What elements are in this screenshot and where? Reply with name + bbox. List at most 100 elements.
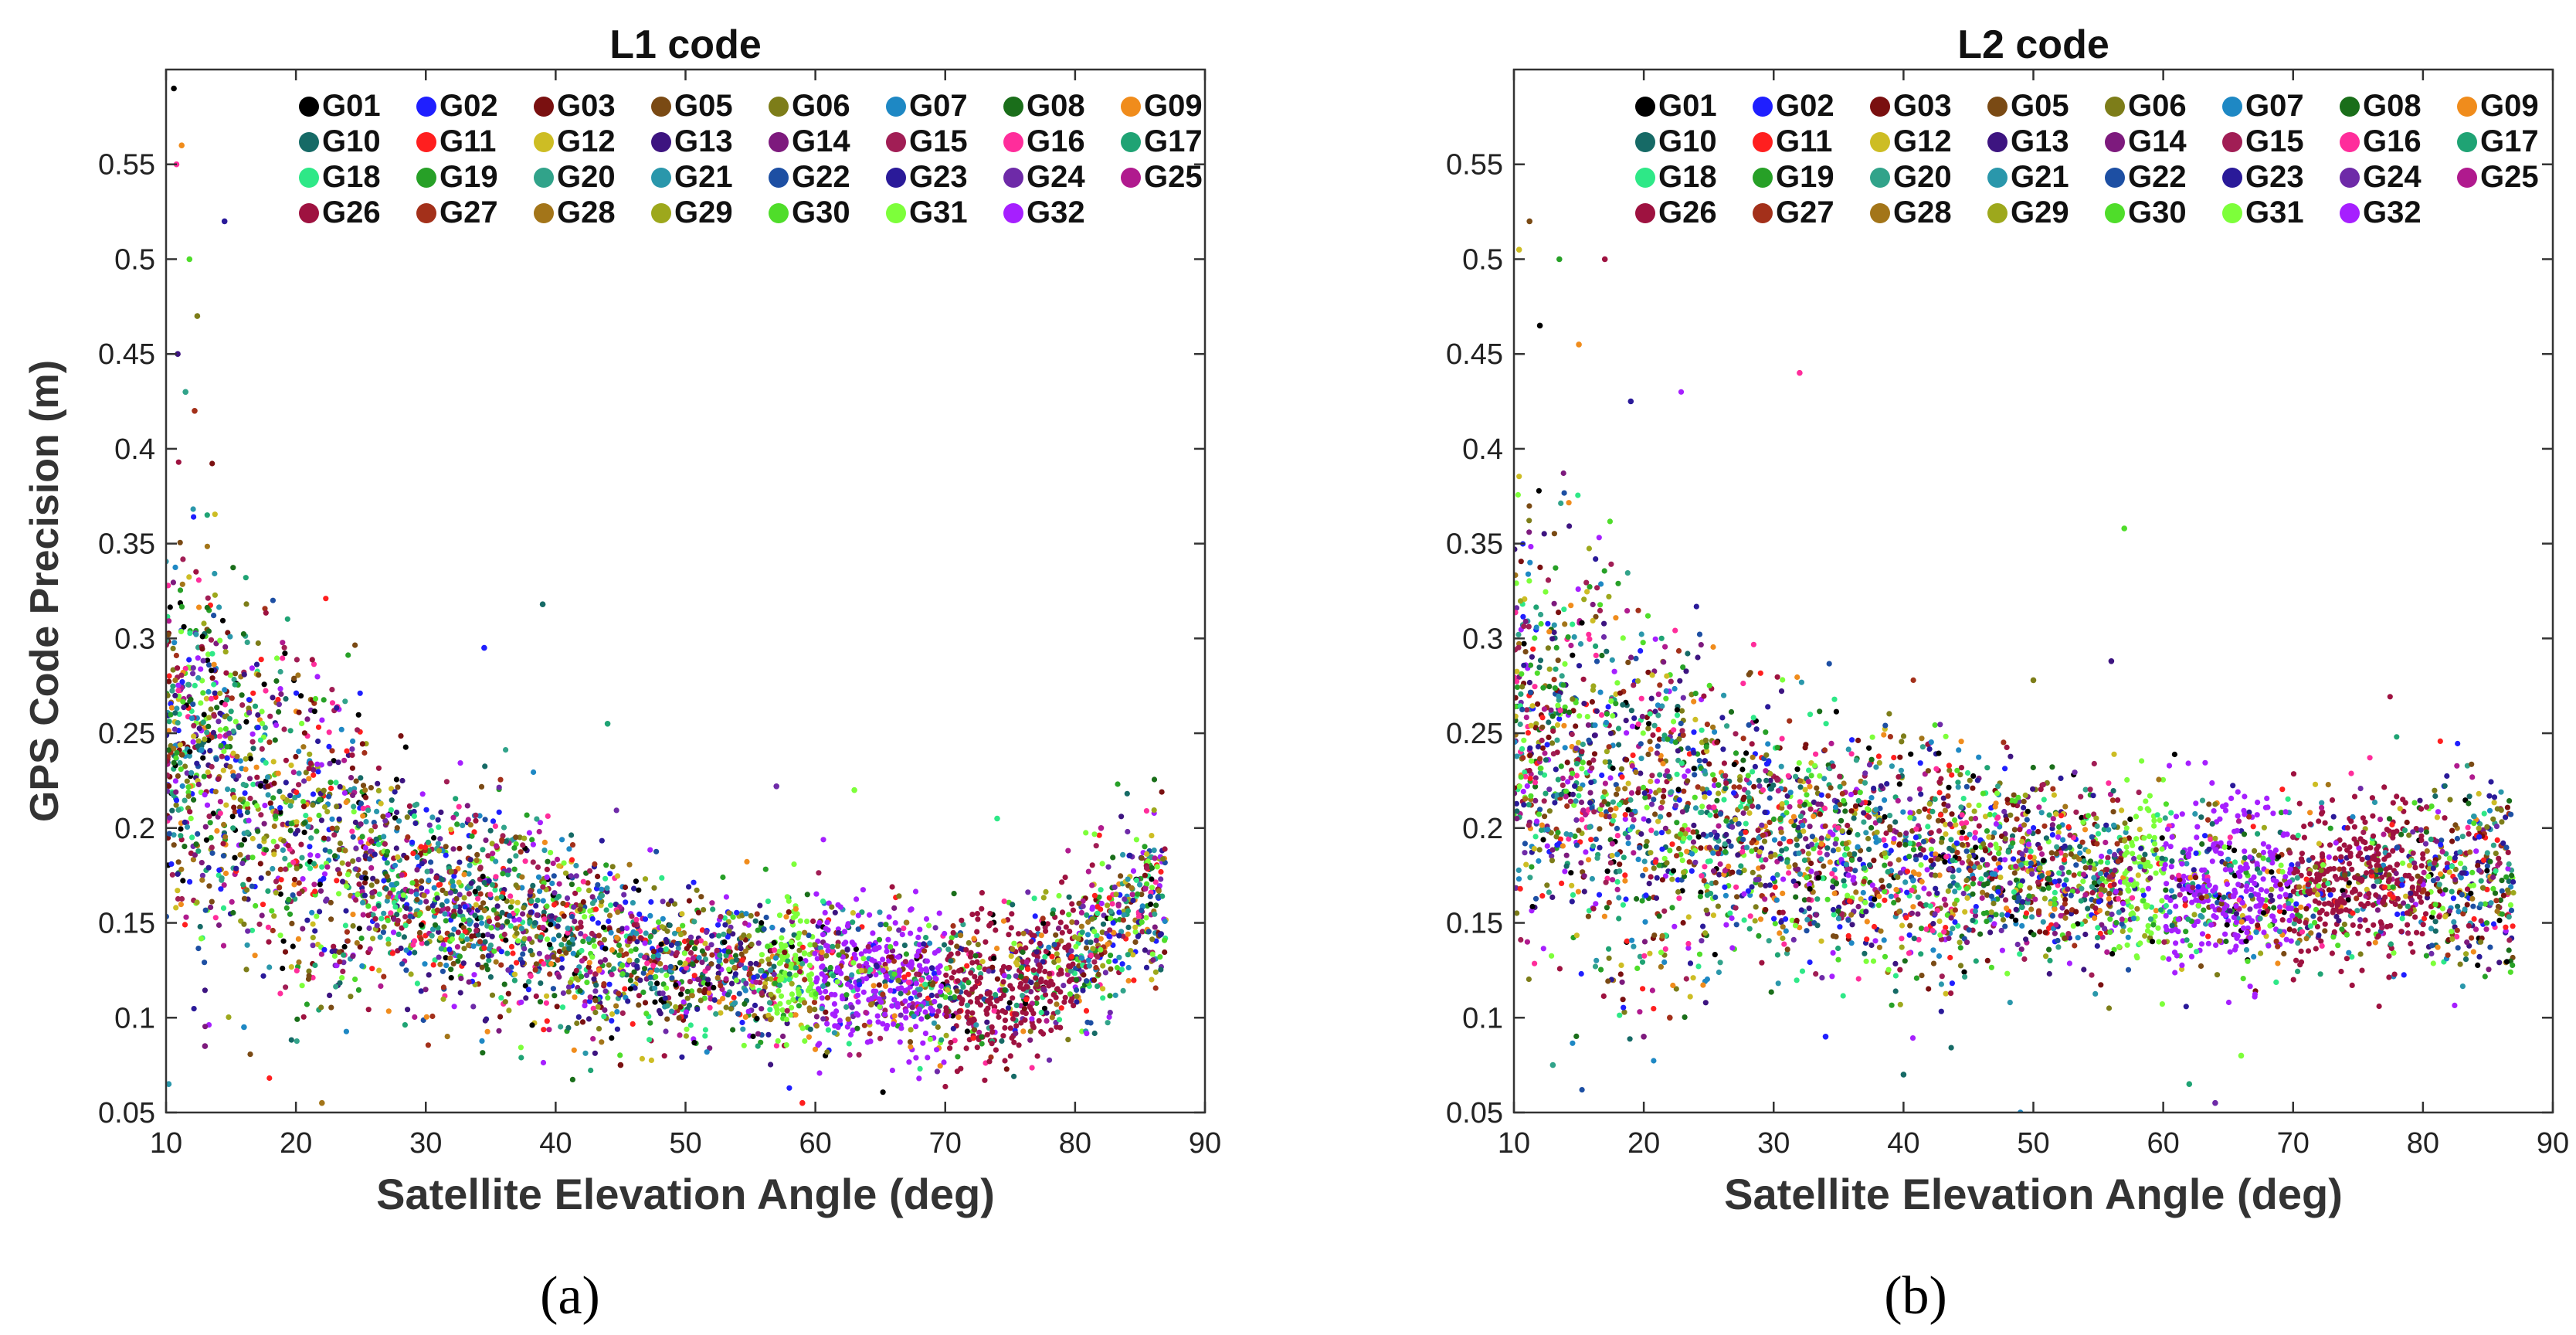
data-point [307,751,313,757]
data-point [592,988,599,994]
data-point [2173,814,2180,820]
data-point [2055,830,2062,836]
data-point [493,874,499,880]
data-point [907,1039,914,1045]
data-point [880,991,886,997]
legend-label: G28 [557,195,616,229]
data-point [358,800,365,807]
data-point [949,975,955,981]
data-point [271,823,277,829]
data-point [336,891,342,897]
data-point [236,724,243,731]
data-point [587,994,593,1000]
data-point [544,993,550,999]
data-point [283,905,290,911]
data-point [1043,888,1049,895]
data-point [518,1045,524,1051]
data-point [1518,936,1524,943]
data-point [1098,946,1104,953]
data-point [1040,1031,1047,1037]
data-point [1765,704,1771,710]
data-point [2136,854,2143,861]
data-point [1624,730,1630,736]
data-point [1116,932,1122,939]
legend-marker [1121,97,1141,117]
data-point [317,909,323,915]
data-point [1059,879,1065,885]
data-point [602,956,609,963]
data-point [385,1008,392,1014]
data-point [311,861,317,867]
data-point [718,1010,724,1016]
data-point [258,812,264,818]
outlier-point [166,1081,172,1087]
data-point [212,592,218,598]
data-point [835,1024,841,1031]
legend-item-g14: G14 [769,124,850,158]
data-point [1142,872,1148,878]
data-point [175,859,182,865]
data-point [1135,891,1141,897]
data-point [680,922,686,929]
data-point [331,943,337,949]
data-point [889,1003,895,1009]
data-point [1777,930,1783,936]
data-point [837,1017,843,1024]
data-point [482,1017,488,1024]
data-point [265,870,271,876]
legend-label: G14 [792,124,850,158]
data-point [765,1031,772,1038]
data-point [819,995,825,1001]
data-point [209,668,215,674]
data-point [575,1014,582,1020]
data-point [2387,694,2393,700]
data-point [2041,797,2047,803]
data-point [876,982,882,988]
data-point [392,904,399,910]
data-point [901,926,907,932]
legend-label: G11 [440,124,496,158]
data-point [1680,664,1686,671]
data-point [480,932,486,939]
data-point [1024,983,1030,990]
data-point [839,993,846,999]
data-point [191,722,197,729]
data-point [855,999,861,1005]
data-point [1093,964,1099,971]
data-point [521,946,528,952]
data-point [987,910,993,917]
data-point [521,905,527,911]
data-point [716,932,722,939]
data-point [429,902,436,909]
data-point [376,891,382,898]
data-point [340,878,346,885]
data-point [891,905,898,911]
data-point [430,962,436,968]
data-point [921,948,928,954]
data-point [924,967,930,973]
data-point [633,930,640,936]
data-point [298,841,304,848]
data-point [788,1012,794,1018]
data-point [575,886,582,892]
data-point [171,726,178,732]
data-point [1100,963,1106,969]
data-point [732,971,739,977]
data-point [929,982,935,988]
data-point [212,690,218,696]
data-point [177,759,183,766]
data-point [1566,836,1572,842]
data-point [249,731,256,737]
data-point [348,775,355,781]
data-point [440,996,446,1002]
data-point [1142,844,1148,850]
data-point [901,943,908,949]
data-point [2278,886,2284,892]
data-point [244,809,250,816]
data-point [840,954,846,960]
data-point [401,934,408,940]
data-point [299,854,305,861]
data-point [301,829,307,835]
data-point [993,992,999,998]
data-point [1095,954,1101,960]
